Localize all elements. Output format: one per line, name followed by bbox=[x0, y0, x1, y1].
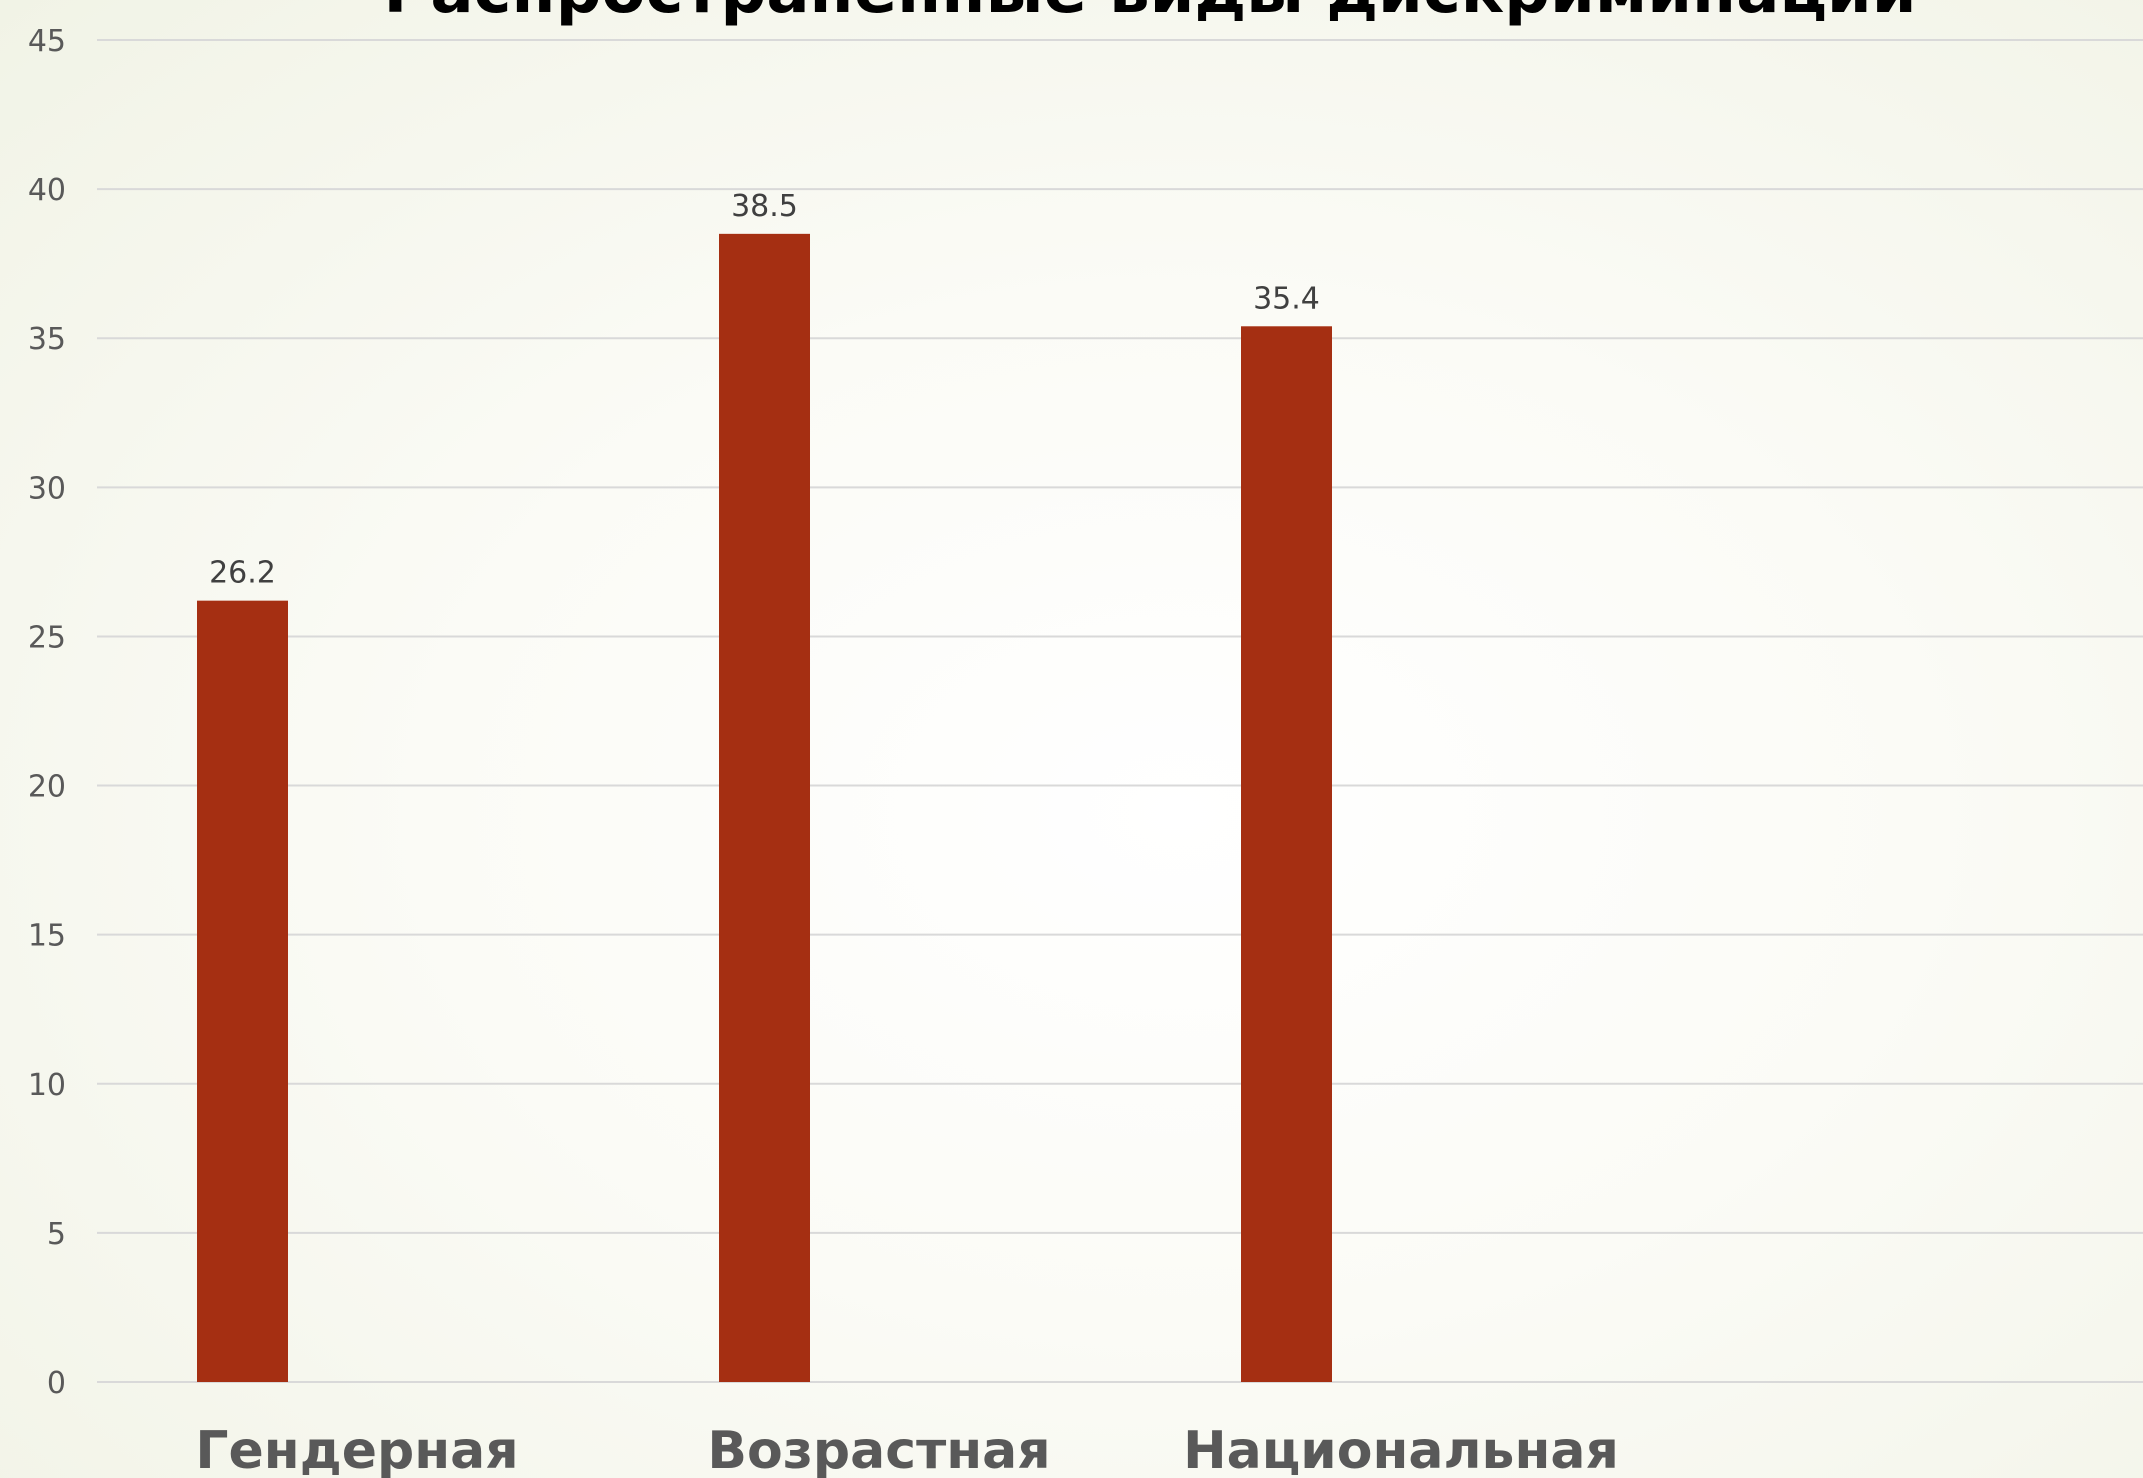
bar-2 bbox=[719, 233, 810, 1382]
y-tick-label-10: 10 bbox=[28, 1068, 66, 1103]
bars-layer bbox=[197, 233, 1332, 1382]
y-tick-label-0: 0 bbox=[47, 1366, 66, 1401]
category-label-2: Возрастная bbox=[707, 1421, 1050, 1478]
y-tick-label-20: 20 bbox=[28, 770, 66, 805]
bar-3 bbox=[1241, 326, 1332, 1382]
category-label-3: Национальная bbox=[1183, 1421, 1619, 1478]
chart-title: Распространенные виды дискриминации bbox=[383, 0, 1916, 28]
y-tick-label-30: 30 bbox=[28, 471, 66, 506]
data-label-1: 26.2 bbox=[209, 556, 276, 591]
y-tick-label-35: 35 bbox=[28, 322, 66, 357]
labels-layer: 26.2 Гендерная 38.5 Возрастная 35.4 Националь… bbox=[195, 189, 1618, 1478]
data-label-2: 38.5 bbox=[731, 189, 798, 224]
y-tick-label-25: 25 bbox=[28, 620, 66, 655]
y-tick-label-40: 40 bbox=[28, 173, 66, 208]
bar-1 bbox=[197, 600, 288, 1382]
data-label-3: 35.4 bbox=[1253, 281, 1320, 316]
y-tick-label-45: 45 bbox=[28, 24, 66, 59]
y-tick-label-5: 5 bbox=[47, 1217, 66, 1252]
category-label-1: Гендерная bbox=[195, 1421, 518, 1478]
grid-layer: 0 5 10 15 20 25 30 35 40 45 bbox=[28, 24, 2143, 1401]
y-tick-label-15: 15 bbox=[28, 919, 66, 954]
